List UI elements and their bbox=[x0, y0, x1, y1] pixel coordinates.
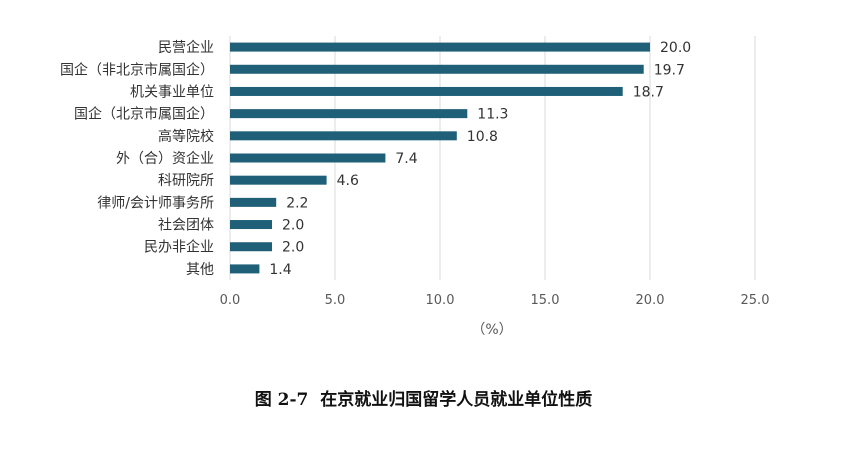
bar bbox=[230, 109, 468, 119]
bar bbox=[230, 242, 272, 252]
bars bbox=[230, 42, 650, 274]
category-label: 民营企业 bbox=[158, 39, 214, 56]
category-label: 民办非企业 bbox=[144, 239, 214, 256]
value-label: 7.4 bbox=[395, 151, 417, 167]
x-tick-label: 15.0 bbox=[531, 293, 560, 308]
value-label: 20.0 bbox=[660, 40, 691, 56]
category-label: 律师/会计师事务所 bbox=[97, 195, 214, 211]
figure-title: 在京就业归国留学人员就业单位性质 bbox=[320, 390, 593, 410]
bar bbox=[230, 220, 272, 230]
value-label: 2.2 bbox=[286, 195, 308, 211]
value-label: 11.3 bbox=[477, 107, 508, 123]
category-label: 社会团体 bbox=[158, 218, 214, 234]
category-label: 科研院所 bbox=[158, 173, 214, 189]
x-tick-label: 5.0 bbox=[325, 293, 346, 308]
category-label: 高等院校 bbox=[158, 128, 214, 145]
x-tick-label: 0.0 bbox=[220, 293, 241, 308]
bar bbox=[230, 264, 260, 274]
x-tick-label: 10.0 bbox=[426, 293, 455, 308]
value-label: 1.4 bbox=[269, 262, 291, 278]
category-label: 机关事业单位 bbox=[130, 84, 214, 100]
gridlines bbox=[229, 36, 756, 280]
x-tick-labels: 0.0 5.0 10.0 15.0 20.0 25.0 bbox=[220, 293, 770, 308]
bar bbox=[230, 153, 386, 163]
figure-caption: 图 2-7 在京就业归国留学人员就业单位性质 bbox=[0, 385, 847, 410]
value-labels: 20.0 19.7 18.7 11.3 10.8 7.4 4.6 2.2 2.0 2.0 1.4 bbox=[269, 40, 691, 278]
value-label: 18.7 bbox=[633, 84, 664, 100]
value-label: 2.0 bbox=[282, 218, 304, 234]
x-tick-label: 20.0 bbox=[636, 293, 665, 308]
bar bbox=[230, 86, 623, 96]
bar bbox=[230, 175, 327, 185]
category-label: 国企（非北京市属国企） bbox=[60, 61, 214, 78]
category-label: 其他 bbox=[186, 262, 214, 278]
value-label: 2.0 bbox=[282, 240, 304, 256]
value-label: 10.8 bbox=[467, 129, 498, 145]
bar bbox=[230, 197, 277, 207]
bar bbox=[230, 42, 650, 52]
value-label: 4.6 bbox=[337, 173, 359, 189]
x-axis-label: （%） bbox=[471, 322, 512, 338]
figure-number: 图 2-7 bbox=[254, 390, 309, 410]
value-label: 19.7 bbox=[654, 62, 685, 78]
bar bbox=[230, 64, 644, 74]
x-tick-label: 25.0 bbox=[741, 293, 770, 308]
category-label: 国企（北京市属国企） bbox=[74, 106, 214, 123]
bar bbox=[230, 131, 457, 141]
category-label: 外（合）资企业 bbox=[116, 150, 214, 167]
